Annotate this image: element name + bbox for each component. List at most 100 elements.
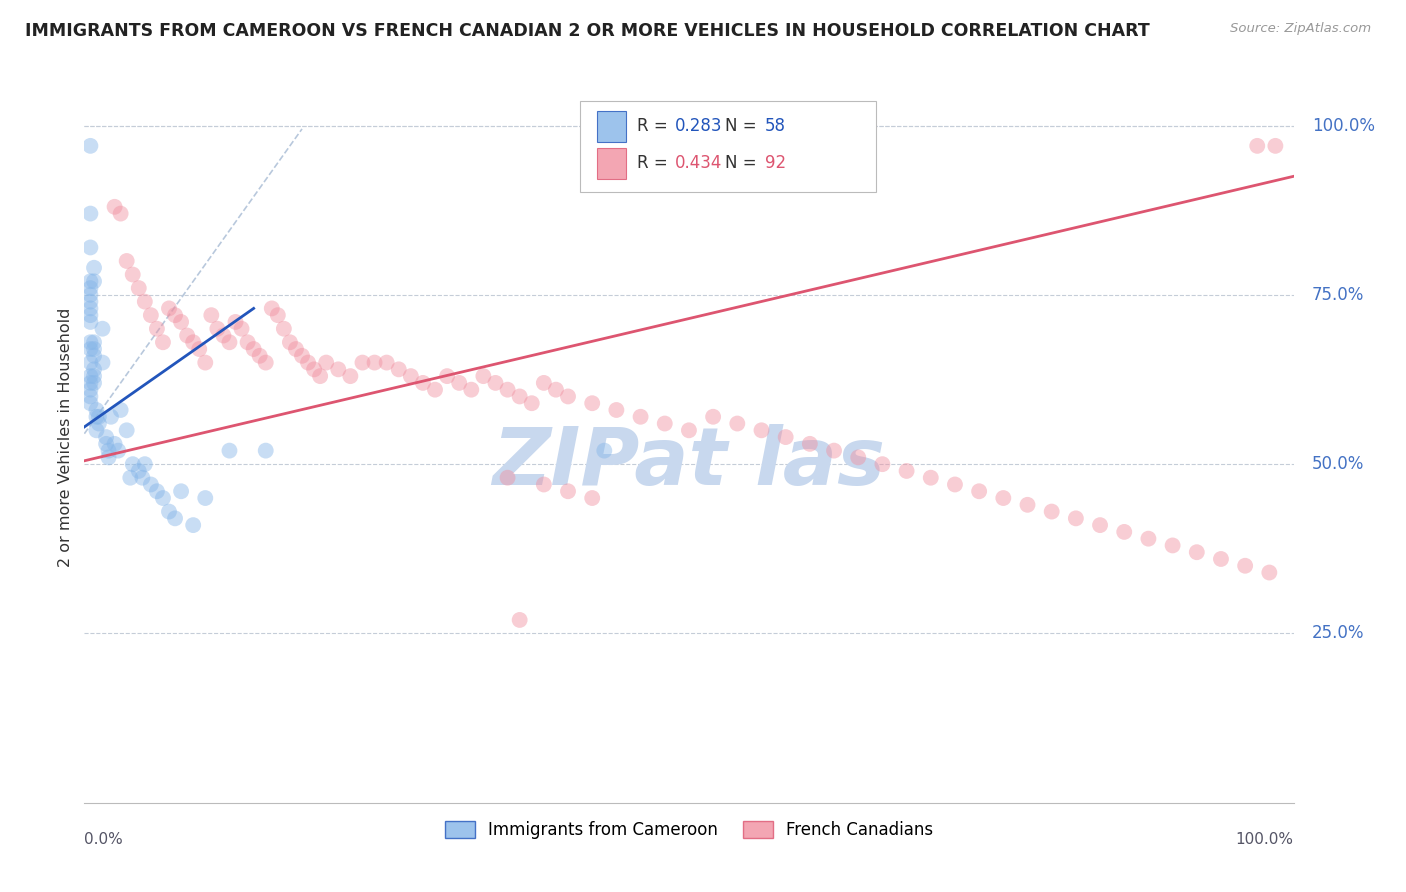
Point xyxy=(236,335,259,350)
Point xyxy=(273,322,295,336)
Point xyxy=(297,355,319,369)
Point xyxy=(218,335,240,350)
Point xyxy=(725,417,748,431)
Point xyxy=(352,355,374,369)
Point xyxy=(581,396,603,410)
Point xyxy=(533,376,555,390)
Point xyxy=(284,342,308,356)
Point xyxy=(157,301,180,316)
Point xyxy=(242,342,264,356)
Point xyxy=(194,355,217,369)
Point xyxy=(86,409,108,424)
Point xyxy=(1264,139,1286,153)
Point xyxy=(104,437,127,451)
Point xyxy=(1040,505,1063,519)
Point xyxy=(83,376,105,390)
Point xyxy=(83,369,105,384)
Point xyxy=(309,369,332,384)
Point xyxy=(254,443,277,458)
Point xyxy=(278,335,301,350)
Point xyxy=(1137,532,1160,546)
Text: Source: ZipAtlas.com: Source: ZipAtlas.com xyxy=(1230,22,1371,36)
Point xyxy=(1209,552,1232,566)
Point xyxy=(799,437,821,451)
Point xyxy=(654,417,676,431)
Point xyxy=(83,260,105,275)
Point xyxy=(375,355,398,369)
Point xyxy=(121,268,143,282)
Point xyxy=(139,477,162,491)
Point xyxy=(128,464,150,478)
Text: 0.434: 0.434 xyxy=(675,153,721,171)
Point xyxy=(170,315,193,329)
Point xyxy=(920,471,942,485)
Point xyxy=(86,403,108,417)
Point xyxy=(115,254,138,268)
Point xyxy=(115,423,138,437)
Text: 0.0%: 0.0% xyxy=(84,832,124,847)
Point xyxy=(91,322,114,336)
Point xyxy=(315,355,337,369)
Point xyxy=(544,383,567,397)
Point xyxy=(79,240,101,254)
Point xyxy=(200,308,222,322)
Point xyxy=(823,443,845,458)
Point xyxy=(1246,139,1268,153)
Text: ZIPat las: ZIPat las xyxy=(492,424,886,501)
Point xyxy=(509,389,531,403)
Point xyxy=(363,355,385,369)
Point xyxy=(79,383,101,397)
Point xyxy=(79,355,101,369)
Point xyxy=(83,362,105,376)
FancyBboxPatch shape xyxy=(581,101,876,192)
Point xyxy=(83,342,105,356)
Point xyxy=(1234,558,1257,573)
Text: 25.0%: 25.0% xyxy=(1312,624,1364,642)
Point xyxy=(1114,524,1136,539)
Point xyxy=(207,322,229,336)
Point xyxy=(520,396,543,410)
Point xyxy=(436,369,458,384)
Point xyxy=(678,423,700,437)
Text: R =: R = xyxy=(637,117,673,135)
Point xyxy=(630,409,652,424)
Point xyxy=(79,139,101,153)
Point xyxy=(267,308,290,322)
Point xyxy=(412,376,434,390)
Point xyxy=(170,484,193,499)
Point xyxy=(79,315,101,329)
Point xyxy=(775,430,797,444)
Point xyxy=(91,355,114,369)
Point xyxy=(472,369,495,384)
Point xyxy=(1064,511,1087,525)
Point xyxy=(134,457,156,471)
Point xyxy=(79,308,101,322)
Text: 50.0%: 50.0% xyxy=(1312,455,1364,473)
Text: 75.0%: 75.0% xyxy=(1312,285,1364,304)
Point xyxy=(100,409,122,424)
Point xyxy=(496,471,519,485)
Point xyxy=(176,328,198,343)
Point xyxy=(79,376,101,390)
Text: 92: 92 xyxy=(765,153,786,171)
Text: R =: R = xyxy=(637,153,673,171)
Point xyxy=(94,430,117,444)
Point xyxy=(79,342,101,356)
Point xyxy=(302,362,325,376)
Point xyxy=(97,450,120,465)
Point xyxy=(181,335,204,350)
Text: 0.283: 0.283 xyxy=(675,117,721,135)
Point xyxy=(1088,518,1111,533)
Point xyxy=(509,613,531,627)
Point xyxy=(423,383,446,397)
Point xyxy=(87,409,110,424)
Point xyxy=(254,355,277,369)
Point xyxy=(104,200,127,214)
Point xyxy=(79,369,101,384)
Point xyxy=(97,443,120,458)
Point xyxy=(896,464,918,478)
Point xyxy=(702,409,724,424)
Point xyxy=(339,369,361,384)
Point xyxy=(194,491,217,505)
Point xyxy=(188,342,211,356)
